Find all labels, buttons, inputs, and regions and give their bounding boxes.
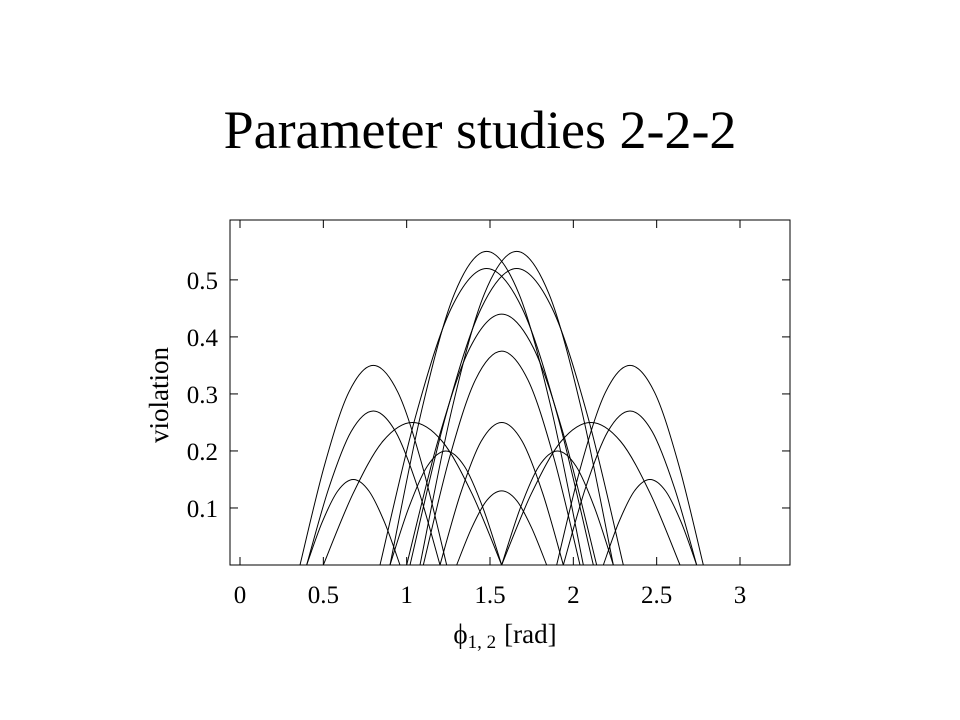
x-tick-label: 2.5 bbox=[641, 582, 672, 609]
x-tick-label: 2 bbox=[567, 582, 580, 609]
x-label-symbol: ϕ bbox=[453, 619, 467, 649]
y-tick-label: 0.3 bbox=[187, 382, 218, 409]
x-label-subscript: 1, 2 bbox=[468, 632, 497, 653]
x-tick-label: 1.5 bbox=[474, 582, 505, 609]
x-label-unit: [rad] bbox=[504, 619, 556, 649]
y-tick-label: 0.5 bbox=[187, 268, 218, 295]
x-axis-label: ϕ1, 2 [rad] bbox=[453, 619, 556, 653]
curve bbox=[602, 478, 698, 566]
curve bbox=[422, 350, 581, 566]
curve bbox=[562, 410, 698, 566]
curve bbox=[299, 364, 448, 566]
x-tick-label: 3 bbox=[734, 582, 747, 609]
plot-frame bbox=[229, 219, 791, 566]
y-tick-label: 0.2 bbox=[187, 439, 218, 466]
y-axis-label: violation bbox=[144, 347, 174, 443]
y-tick-label: 0.4 bbox=[187, 325, 219, 352]
curve bbox=[379, 267, 594, 566]
curve bbox=[501, 450, 614, 566]
curve bbox=[501, 421, 681, 566]
curve bbox=[389, 450, 503, 566]
curve bbox=[322, 421, 503, 566]
curve bbox=[306, 478, 401, 566]
y-tick-label: 0.1 bbox=[187, 496, 218, 523]
curve bbox=[306, 410, 441, 566]
curve bbox=[439, 421, 564, 566]
curve bbox=[409, 267, 624, 566]
x-tick-label: 0 bbox=[234, 582, 247, 609]
x-tick-label: 0.5 bbox=[308, 582, 339, 609]
slide-title: Parameter studies 2-2-2 bbox=[224, 100, 737, 160]
curve bbox=[456, 490, 548, 566]
curve bbox=[406, 313, 598, 566]
x-tick-label: 1 bbox=[400, 582, 413, 609]
curve bbox=[556, 364, 704, 566]
